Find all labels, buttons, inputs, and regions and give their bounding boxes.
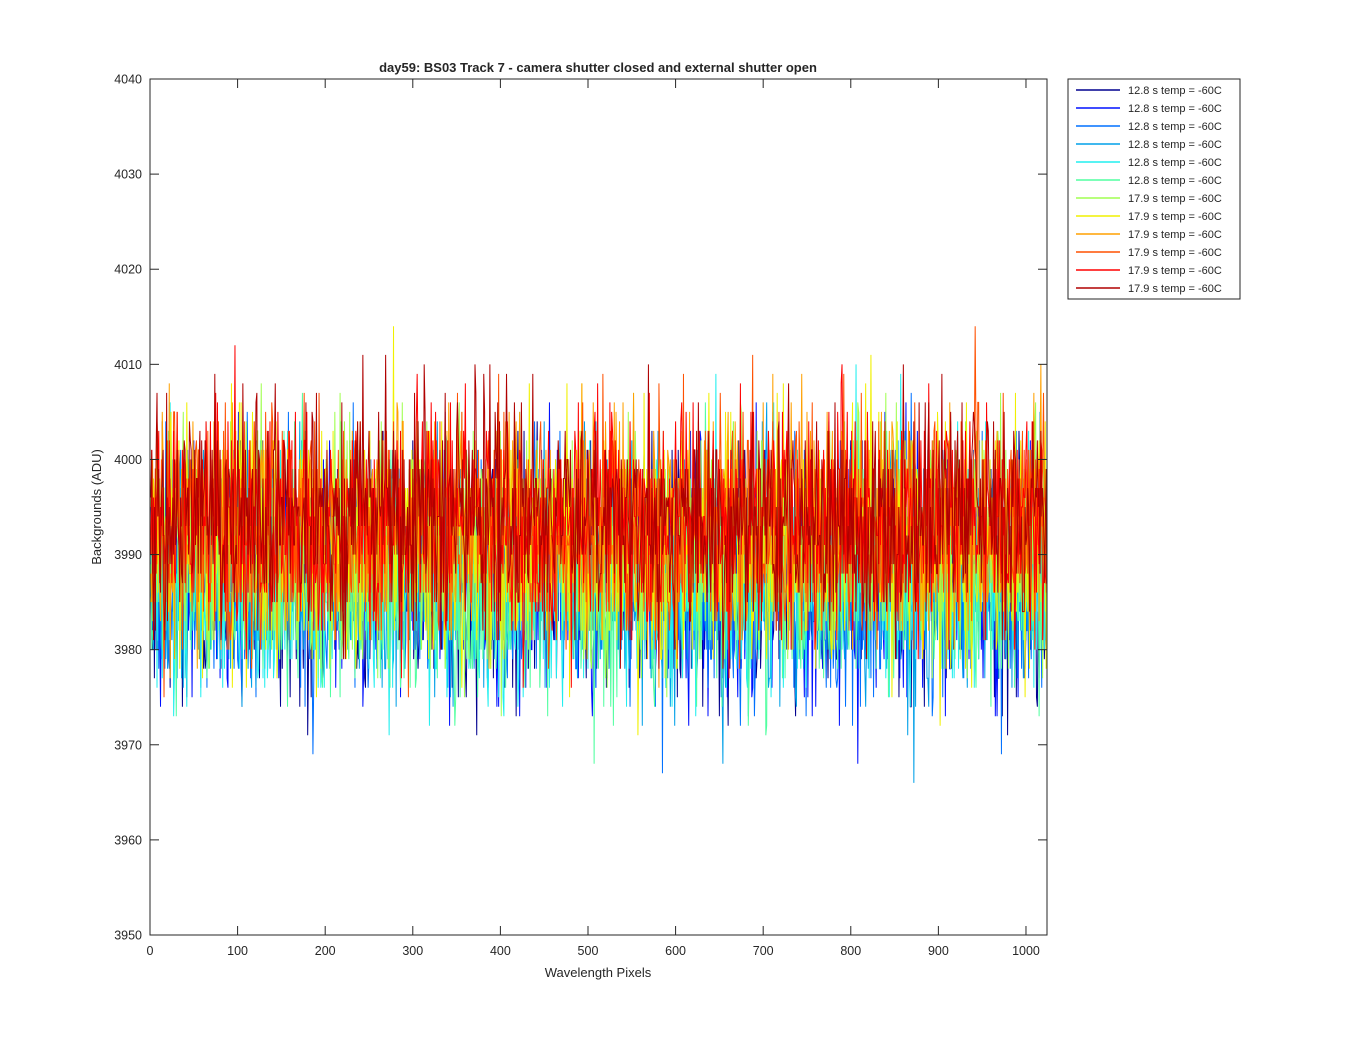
y-tick-label: 3990 xyxy=(114,548,142,562)
y-axis: 3950 3960 3970 3980 3990 4000 4010 4020 4030 4040 xyxy=(114,73,1047,943)
legend: 12.8 s temp = -60C 12.8 s temp = -60C 12.8… xyxy=(1067,78,1241,300)
y-axis-label: Backgrounds (ADU) xyxy=(89,449,104,565)
x-axis: 0 100 200 300 400 500 600 700 800 900 1000 xyxy=(147,79,1040,958)
y-tick-label: 4020 xyxy=(114,263,142,277)
legend-box xyxy=(1067,78,1241,300)
y-tick-label: 3950 xyxy=(114,929,142,943)
legend-entry: 12.8 s temp = -60C xyxy=(1128,85,1222,97)
y-tick-label: 4040 xyxy=(114,73,142,87)
legend-entry: 12.8 s temp = -60C xyxy=(1128,175,1222,187)
y-tick-label: 3960 xyxy=(114,833,142,847)
legend-entry: 17.9 s temp = -60C xyxy=(1128,193,1222,205)
legend-entry: 12.8 s temp = -60C xyxy=(1128,139,1222,151)
x-tick-label: 900 xyxy=(928,944,949,958)
x-tick-label: 800 xyxy=(840,944,861,958)
legend-entry: 17.9 s temp = -60C xyxy=(1128,265,1222,277)
x-tick-label: 100 xyxy=(227,944,248,958)
y-tick-label: 4000 xyxy=(114,453,142,467)
x-tick-label: 300 xyxy=(402,944,423,958)
legend-entry: 12.8 s temp = -60C xyxy=(1128,121,1222,133)
x-tick-label: 700 xyxy=(753,944,774,958)
y-tick-label: 4030 xyxy=(114,168,142,182)
y-tick-label: 3970 xyxy=(114,738,142,752)
x-tick-label: 1000 xyxy=(1012,944,1040,958)
legend-entry: 17.9 s temp = -60C xyxy=(1128,247,1222,259)
legend-entry: 17.9 s temp = -60C xyxy=(1128,283,1222,295)
legend-entry: 17.9 s temp = -60C xyxy=(1128,211,1222,223)
x-tick-label: 600 xyxy=(665,944,686,958)
series-line xyxy=(150,354,1048,669)
y-tick-label: 4010 xyxy=(114,358,142,372)
x-tick-label: 0 xyxy=(147,944,154,958)
chart-title: day59: BS03 Track 7 - camera shutter clo… xyxy=(379,60,817,75)
series-lines xyxy=(150,326,1048,783)
x-tick-label: 500 xyxy=(578,944,599,958)
x-axis-label: Wavelength Pixels xyxy=(545,965,652,980)
legend-entry: 17.9 s temp = -60C xyxy=(1128,229,1222,241)
legend-entry: 12.8 s temp = -60C xyxy=(1128,157,1222,169)
x-tick-label: 200 xyxy=(315,944,336,958)
x-tick-label: 400 xyxy=(490,944,511,958)
y-tick-label: 3980 xyxy=(114,643,142,657)
legend-entry: 12.8 s temp = -60C xyxy=(1128,103,1222,115)
plot-frame xyxy=(149,78,1048,936)
